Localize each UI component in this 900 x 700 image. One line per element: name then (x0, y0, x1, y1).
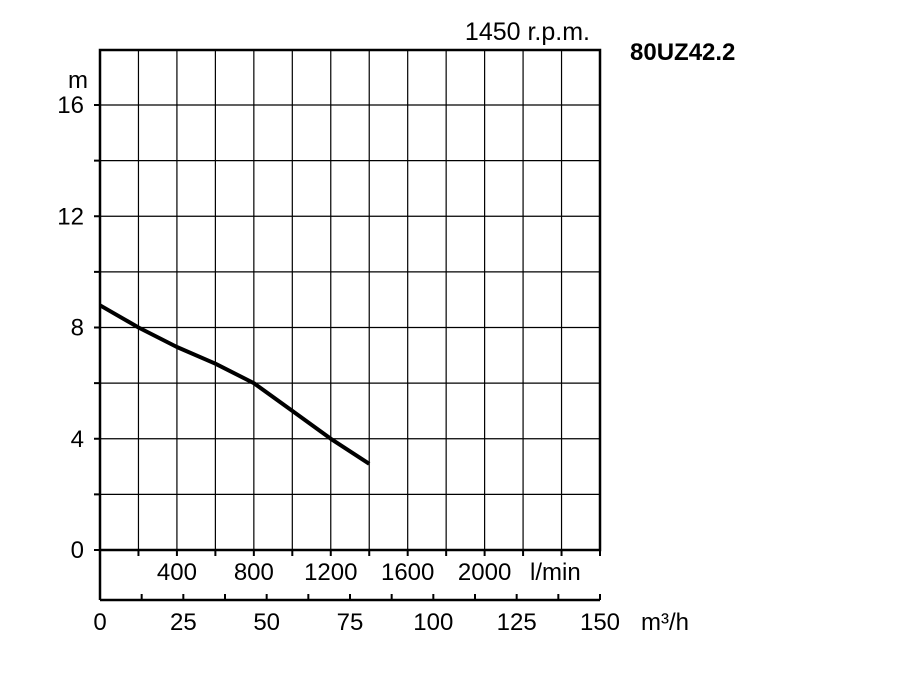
x-tick-label-secondary: 150 (580, 609, 620, 636)
x-tick-label-primary: 400 (157, 559, 197, 586)
frame (94, 48, 602, 602)
chart-title: 80UZ42.2 (630, 39, 735, 66)
x-tick-label-primary: 2000 (458, 559, 511, 586)
x-axis-label-primary: l/min (530, 559, 581, 586)
pump-curve-line (99, 303, 371, 466)
series-layer (99, 303, 371, 466)
x-tick-label-primary: 1600 (381, 559, 434, 586)
speed-label: 1450 r.p.m. (465, 18, 590, 46)
x-tick-label-secondary: 125 (497, 609, 537, 636)
y-tick-label: 8 (71, 315, 84, 342)
x-ticks-secondary: 0 25 50 75 100 125 150 (93, 609, 620, 636)
y-axis-label: m (68, 67, 88, 94)
plot-frame (98, 48, 602, 552)
y-tick-label: 16 (57, 92, 84, 119)
y-ticks: 0 4 8 12 16 (57, 92, 84, 564)
y-tick-label: 0 (71, 537, 84, 564)
x-tick-label-secondary: 50 (253, 609, 280, 636)
x-ticks-primary: 400 800 1200 1600 2000 (157, 559, 511, 586)
x-axis-label-secondary: m³/h (641, 609, 689, 636)
x-tick-label-primary: 1200 (304, 559, 357, 586)
y-tick-label: 12 (57, 203, 84, 230)
y-tick-label: 4 (71, 426, 84, 453)
x-tick-label-secondary: 25 (170, 609, 197, 636)
x-tick-label-secondary: 100 (413, 609, 453, 636)
grid (100, 50, 600, 550)
x-tick-label-secondary: 0 (93, 609, 106, 636)
x-tick-label-primary: 800 (234, 559, 274, 586)
x-tick-label-secondary: 75 (337, 609, 364, 636)
